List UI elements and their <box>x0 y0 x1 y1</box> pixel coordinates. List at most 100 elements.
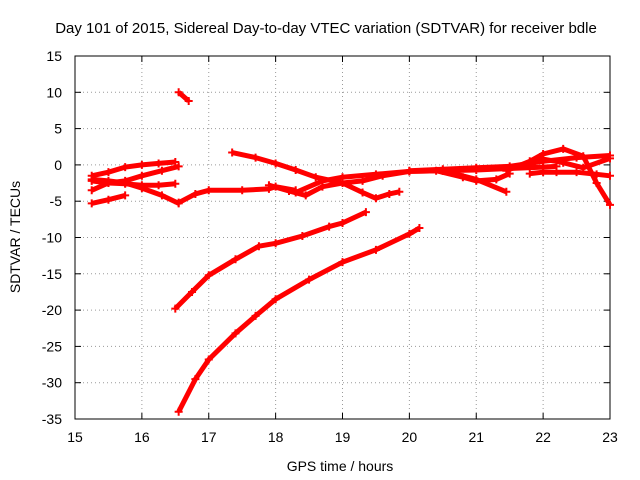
data-point <box>525 159 534 168</box>
data-point <box>458 173 467 182</box>
data-point <box>606 154 614 163</box>
data-point <box>405 229 414 238</box>
series-s5 <box>87 191 130 208</box>
x-tick-label: 20 <box>402 429 418 445</box>
data-point <box>338 173 347 182</box>
x-tick-label: 16 <box>134 429 150 445</box>
axis-ticks: 15 16 17 18 19 20 21 22 23 15 10 5 0 -5 -10 -15 -20 -25 -3… <box>42 48 618 445</box>
data-point <box>87 199 96 208</box>
data-point <box>191 189 200 198</box>
x-tick-label: 23 <box>602 429 618 445</box>
data-point <box>174 198 183 207</box>
series-s12 <box>432 166 514 185</box>
data-point <box>592 179 601 188</box>
y-axis-label: SDTVAR / TECUs <box>7 181 23 293</box>
data-point <box>188 287 197 296</box>
y-tick-label: -30 <box>42 375 62 391</box>
data-point <box>204 186 213 195</box>
data-point <box>579 163 588 172</box>
data-point <box>174 162 183 171</box>
data-point <box>525 169 534 178</box>
data-point <box>371 194 380 203</box>
x-tick-label: 15 <box>67 429 83 445</box>
data-point <box>559 158 568 167</box>
y-tick-label: -15 <box>42 266 62 282</box>
data-point <box>395 187 404 196</box>
data-point <box>174 88 183 97</box>
data-point <box>137 171 146 180</box>
data-point <box>432 166 441 175</box>
data-point <box>338 218 347 227</box>
y-tick-label: -35 <box>42 411 62 427</box>
data-point <box>121 191 130 200</box>
data-point <box>492 175 501 184</box>
x-tick-label: 19 <box>335 429 351 445</box>
data-point <box>358 176 367 185</box>
y-tick-label: -20 <box>42 302 62 318</box>
data-point <box>171 157 180 166</box>
data-point <box>264 181 273 190</box>
data-point <box>184 97 193 106</box>
data-point <box>174 407 183 416</box>
data-point <box>305 275 314 284</box>
data-point <box>251 311 260 320</box>
data-point <box>572 168 581 177</box>
data-point <box>415 224 424 233</box>
data-point <box>154 181 163 190</box>
data-point <box>251 153 260 162</box>
data-point <box>157 191 166 200</box>
x-tick-label: 18 <box>268 429 284 445</box>
data-point <box>228 148 237 157</box>
data-point <box>592 170 601 179</box>
data-point <box>502 166 511 175</box>
series-s14 <box>525 168 614 180</box>
chart-title: Day 101 of 2015, Sidereal Day-to-day VTE… <box>55 20 597 37</box>
data-point <box>318 176 327 185</box>
data-point <box>371 245 380 254</box>
x-axis-label: GPS time / hours <box>287 458 394 474</box>
data-point <box>291 165 300 174</box>
data-point <box>204 271 213 280</box>
grid <box>75 56 610 419</box>
data-point <box>171 304 180 313</box>
data-point <box>472 176 481 185</box>
x-tick-label: 17 <box>201 429 217 445</box>
data-point <box>559 144 568 153</box>
data-point <box>606 200 614 209</box>
series-s6 <box>174 88 193 106</box>
data-point <box>271 295 280 304</box>
data-point <box>254 242 263 251</box>
data-point <box>385 189 394 198</box>
data-point <box>271 159 280 168</box>
data-point <box>472 163 481 172</box>
data-point <box>606 171 614 180</box>
y-tick-label: -25 <box>42 338 62 354</box>
data-point <box>371 170 380 179</box>
data-point <box>87 186 96 195</box>
series-line <box>173 209 367 311</box>
data-point <box>301 191 310 200</box>
data-point <box>338 258 347 267</box>
data-point <box>104 195 113 204</box>
y-tick-label: -5 <box>50 193 63 209</box>
data-point <box>285 187 293 196</box>
y-tick-label: -10 <box>42 230 62 246</box>
data-point <box>271 239 280 248</box>
y-tick-label: 10 <box>46 84 62 100</box>
data-point <box>137 184 146 193</box>
series-s17 <box>174 224 424 416</box>
x-tick-label: 21 <box>468 429 484 445</box>
data-point <box>121 163 130 172</box>
series-s15 <box>525 154 614 172</box>
data-point <box>291 188 300 197</box>
y-tick-label: 5 <box>54 121 62 137</box>
series-s16 <box>171 208 370 313</box>
series-line <box>176 225 421 413</box>
data-point <box>204 355 213 364</box>
data-point <box>171 179 180 188</box>
data-point <box>579 152 588 161</box>
data-point <box>157 166 166 175</box>
y-tick-label: 15 <box>46 48 62 64</box>
data-point <box>502 187 511 196</box>
